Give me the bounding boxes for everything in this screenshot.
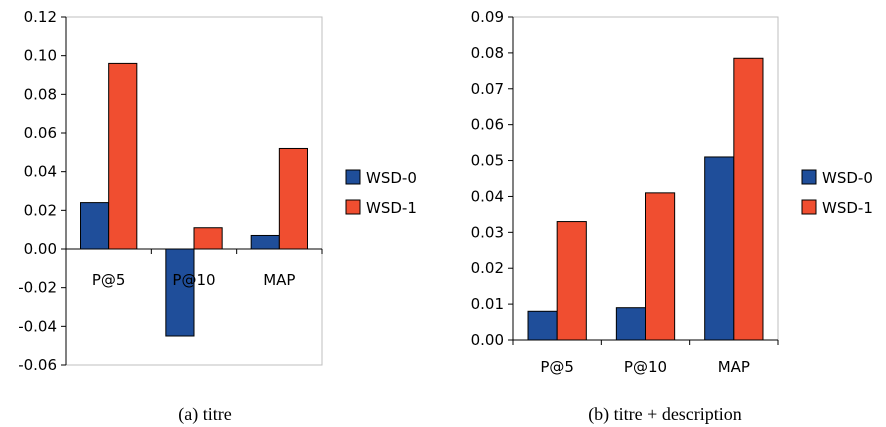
y-tick-label: 0.04 — [24, 163, 57, 181]
category-label: P@5 — [540, 358, 574, 376]
panel-a-caption: (a) titre — [178, 404, 231, 425]
y-tick-label: 0.09 — [471, 8, 504, 26]
y-tick-label: 0.07 — [471, 80, 504, 98]
category-label: MAP — [263, 271, 295, 289]
y-tick-label: -0.04 — [18, 317, 57, 335]
y-tick-label: 0.00 — [24, 240, 57, 258]
bar-wsd-1-pat5 — [556, 221, 587, 341]
y-tick-label: 0.01 — [471, 295, 504, 313]
category-label: P@10 — [172, 271, 215, 289]
legend-label-wsd-1: WSD-1 — [822, 199, 873, 217]
bar-wsd-1-map — [733, 57, 764, 341]
y-tick-label: 0.00 — [471, 331, 504, 349]
bar-wsd-0-map — [250, 234, 280, 250]
legend-label-wsd-0: WSD-0 — [822, 169, 873, 187]
category-label: P@5 — [92, 271, 126, 289]
category-label: MAP — [718, 358, 750, 376]
bar-wsd-1-pat10 — [645, 192, 676, 341]
category-label: P@10 — [624, 358, 667, 376]
y-tick-label: 0.06 — [471, 116, 504, 134]
y-tick-label: -0.02 — [18, 279, 57, 297]
legend-label-wsd-0: WSD-0 — [366, 169, 417, 187]
y-tick-label: -0.06 — [18, 356, 57, 374]
bar-wsd-0-pat10 — [615, 307, 646, 341]
legend-label-wsd-1: WSD-1 — [366, 199, 417, 217]
panel-b-caption: (b) titre + description — [588, 404, 742, 425]
y-tick-label: 0.08 — [471, 44, 504, 62]
y-tick-label: 0.08 — [24, 85, 57, 103]
y-tick-label: 0.02 — [471, 259, 504, 277]
y-tick-label: 0.10 — [24, 47, 57, 65]
bar-wsd-1-map — [278, 147, 308, 250]
y-tick-label: 0.12 — [24, 8, 57, 26]
bar-wsd-0-pat10 — [165, 248, 195, 337]
y-tick-label: 0.03 — [471, 223, 504, 241]
y-tick-label: 0.05 — [471, 152, 504, 170]
panel-b: (b) titre + description 0.09 0.08 0.07 0.06… — [471, 8, 873, 425]
legend-swatch-wsd-1 — [801, 199, 817, 215]
bar-wsd-0-pat5 — [527, 310, 558, 341]
legend-swatch-wsd-1 — [345, 199, 361, 215]
bar-wsd-0-pat5 — [80, 202, 110, 250]
bar-wsd-0-map — [704, 156, 735, 341]
bar-wsd-1-pat10 — [193, 227, 223, 250]
bar-wsd-1-pat5 — [108, 62, 138, 250]
panel-a: (a) titre 0.12 0.10 0.08 0.06 0.04 0.02 0.00 -0… — [18, 8, 417, 425]
y-tick-label: 0.04 — [471, 187, 504, 205]
legend-swatch-wsd-0 — [801, 169, 817, 185]
legend-swatch-wsd-0 — [345, 169, 361, 185]
y-tick-label: 0.06 — [24, 124, 57, 142]
y-tick-label: 0.02 — [24, 201, 57, 219]
